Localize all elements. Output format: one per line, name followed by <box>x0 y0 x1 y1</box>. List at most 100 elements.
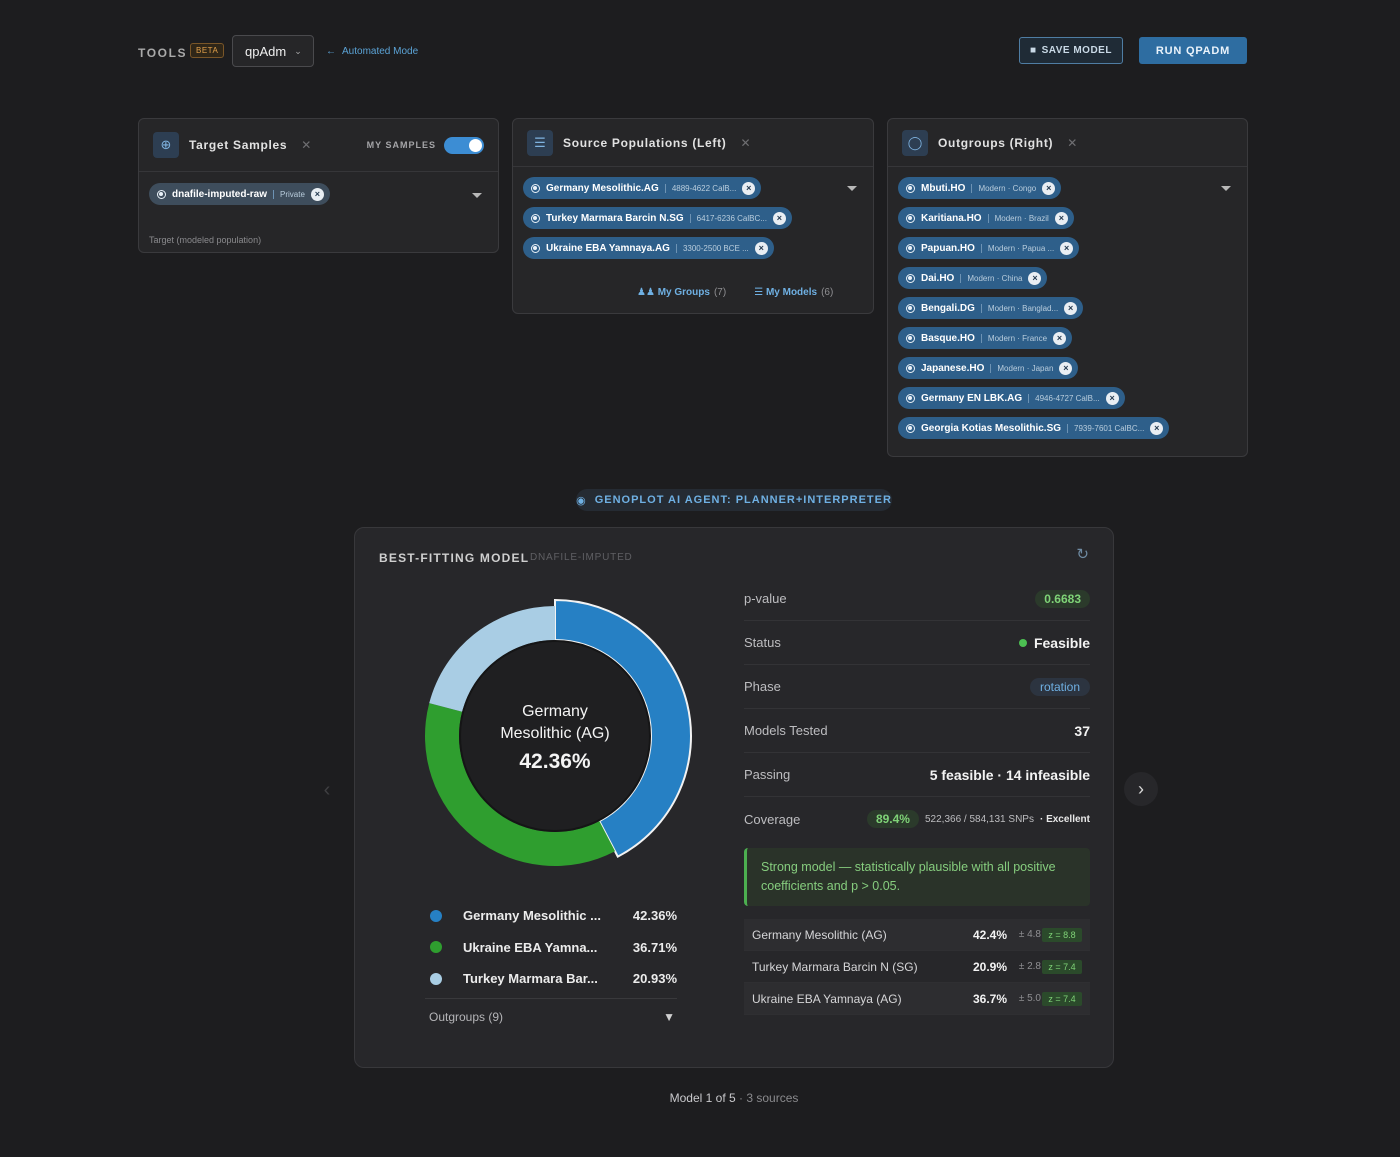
remove-chip-icon[interactable]: × <box>772 211 786 225</box>
dropdown-caret-icon[interactable] <box>472 193 482 198</box>
automated-mode-label: Automated Mode <box>342 46 419 57</box>
model-interpretation-callout: Strong model — statistically plausible w… <box>744 848 1090 906</box>
remove-chip-icon[interactable]: × <box>1053 331 1067 345</box>
stat-models-tested: Models Tested 37 <box>744 709 1090 753</box>
chip-meta: Modern · Japan <box>990 363 1053 373</box>
chip-meta: Modern · Congo <box>971 183 1036 193</box>
my-models-count: (6) <box>821 287 834 298</box>
remove-chip-icon[interactable]: × <box>1060 241 1074 255</box>
layers-icon: ☰ <box>527 129 553 156</box>
tool-select-value: qpAdm <box>245 43 287 59</box>
globe-icon <box>906 423 915 433</box>
save-model-button[interactable]: ■ SAVE MODEL <box>1019 37 1123 64</box>
outgroups-expander[interactable]: Outgroups (9) ▼ <box>429 1010 675 1024</box>
legend-name: Germany Mesolithic ... <box>463 908 601 924</box>
target-chip[interactable]: dnafile-imputed-raw Private × <box>149 183 330 205</box>
population-chip[interactable]: Bengali.DG Modern · Banglad... × <box>898 297 1084 319</box>
chip-name: Dai.HO <box>921 272 955 284</box>
remove-chip-icon[interactable]: × <box>1064 301 1078 315</box>
my-samples-toggle[interactable] <box>444 137 484 154</box>
globe-icon <box>906 273 915 283</box>
legend-value: 20.93% <box>632 971 677 987</box>
globe-icon <box>906 363 915 373</box>
triangle-down-icon: ▼ <box>663 1010 675 1024</box>
run-qpadm-button[interactable]: RUN QPADM <box>1139 37 1247 64</box>
remove-chip-icon[interactable]: × <box>754 241 768 255</box>
next-model-button[interactable]: › <box>1124 772 1158 806</box>
coefficient-name: Turkey Marmara Barcin N (SG) <box>752 959 918 974</box>
chip-meta: 7939-7601 CalBC... <box>1067 423 1144 433</box>
coverage-label: Coverage <box>744 811 801 827</box>
population-chip[interactable]: Dai.HO Modern · China × <box>898 267 1048 289</box>
outgroups-panel: ◯ Outgroups (Right) ✕ Mbuti.HO Modern · C… <box>887 118 1248 457</box>
status-value: Feasible <box>1033 634 1090 651</box>
chip-meta: Modern · Papua ... <box>980 243 1054 253</box>
remove-chip-icon[interactable]: × <box>742 181 756 195</box>
arrow-left-icon: ← <box>326 46 336 57</box>
best-fitting-model-card: BEST-FITTING MODEL DNAFILE-IMPUTED ↻ Ger… <box>354 527 1114 1068</box>
dropdown-caret-icon[interactable] <box>1221 186 1231 191</box>
my-models-link[interactable]: ☰ My Models (6) <box>754 287 834 298</box>
remove-chip-icon[interactable]: × <box>1028 271 1042 285</box>
tool-select[interactable]: qpAdm ⌄ <box>232 35 314 67</box>
globe-icon <box>531 183 540 193</box>
population-chip[interactable]: Mbuti.HO Modern · Congo × <box>898 177 1062 199</box>
chip-meta: 4889-4622 CalB... <box>664 183 736 193</box>
my-groups-link[interactable]: ♟♟ My Groups (7) <box>637 287 727 298</box>
chip-name: Japanese.HO <box>921 362 985 374</box>
save-icon: ■ <box>1030 45 1037 56</box>
chip-name: Georgia Kotias Mesolithic.SG <box>921 422 1062 434</box>
chip-name: Papuan.HO <box>921 242 975 254</box>
remove-chip-icon[interactable]: × <box>1054 211 1068 225</box>
population-chip[interactable]: Japanese.HO Modern · Japan × <box>898 357 1079 379</box>
remove-chip-icon[interactable]: × <box>1042 181 1056 195</box>
chip-name: Mbuti.HO <box>921 182 966 194</box>
remove-chip-icon[interactable]: × <box>1105 391 1119 405</box>
donut-slice[interactable] <box>425 703 616 866</box>
remove-chip-icon[interactable]: × <box>1150 421 1164 435</box>
population-chip[interactable]: Basque.HO Modern · France × <box>898 327 1073 349</box>
population-chip[interactable]: Ukraine EBA Yamnaya.AG 3300-2500 BCE ... × <box>523 237 774 259</box>
coefficient-name: Germany Mesolithic (AG) <box>752 927 887 942</box>
outgroup-panel-title: Outgroups (Right) <box>938 135 1054 150</box>
status-dot <box>1018 638 1027 647</box>
chevron-down-icon: ⌄ <box>294 45 302 56</box>
passing-label: Passing <box>744 767 791 782</box>
donut-slice[interactable] <box>429 606 555 712</box>
population-chip[interactable]: Turkey Marmara Barcin N.SG 6417-6236 CalB… <box>523 207 792 229</box>
population-chip[interactable]: Georgia Kotias Mesolithic.SG 7939-7601 Ca… <box>898 417 1170 439</box>
outgroups-label: Outgroups (9) <box>429 1010 504 1024</box>
previous-model-button[interactable]: ‹ <box>323 778 331 801</box>
automated-mode-link[interactable]: ← Automated Mode <box>326 46 418 57</box>
target-note: Target (modeled population) <box>149 235 262 245</box>
source-panel-title: Source Populations (Left) <box>563 135 727 150</box>
close-icon[interactable]: ✕ <box>301 138 312 152</box>
dropdown-caret-icon[interactable] <box>847 186 857 191</box>
globe-icon <box>906 243 915 253</box>
ai-agent-badge[interactable]: ◉ GENOPLOT AI AGENT: PLANNER+INTERPRETER <box>576 489 892 511</box>
close-icon[interactable]: ✕ <box>1067 135 1078 150</box>
target-samples-panel: ⊕ Target Samples ✕ MY SAMPLES dnafile-im… <box>138 118 499 253</box>
donut-center: Germany Mesolithic (AG) 42.36% <box>415 701 695 774</box>
status-label: Status <box>744 635 781 650</box>
models-tested-value: 37 <box>1074 722 1090 739</box>
legend-divider <box>425 998 677 999</box>
target-panel-header: ⊕ Target Samples ✕ MY SAMPLES <box>139 119 498 172</box>
passing-value: 5 feasible · 14 infeasible <box>929 766 1090 783</box>
population-chip[interactable]: Karitiana.HO Modern · Brazil × <box>898 207 1074 229</box>
population-chip[interactable]: Papuan.HO Modern · Papua ... × <box>898 237 1080 259</box>
stat-phase: Phase rotation <box>744 665 1090 709</box>
close-icon[interactable]: ✕ <box>740 135 751 150</box>
legend-dot <box>430 909 442 922</box>
toggle-knob <box>469 139 482 152</box>
refresh-icon[interactable]: ↻ <box>1076 546 1089 563</box>
chip-meta: 4946-4727 CalB... <box>1028 393 1100 403</box>
remove-chip-icon[interactable]: × <box>1059 361 1073 375</box>
phase-label: Phase <box>744 679 781 694</box>
remove-chip-icon[interactable]: × <box>310 187 324 201</box>
donut-chart: Germany Mesolithic (AG) 42.36% <box>415 596 695 876</box>
population-chip[interactable]: Germany EN LBK.AG 4946-4727 CalB... × <box>898 387 1125 409</box>
population-chip[interactable]: Germany Mesolithic.AG 4889-4622 CalB... × <box>523 177 762 199</box>
chip-meta: Modern · Banglad... <box>980 303 1058 313</box>
coverage-snps: 522,366 / 584,131 SNPs <box>924 813 1034 825</box>
